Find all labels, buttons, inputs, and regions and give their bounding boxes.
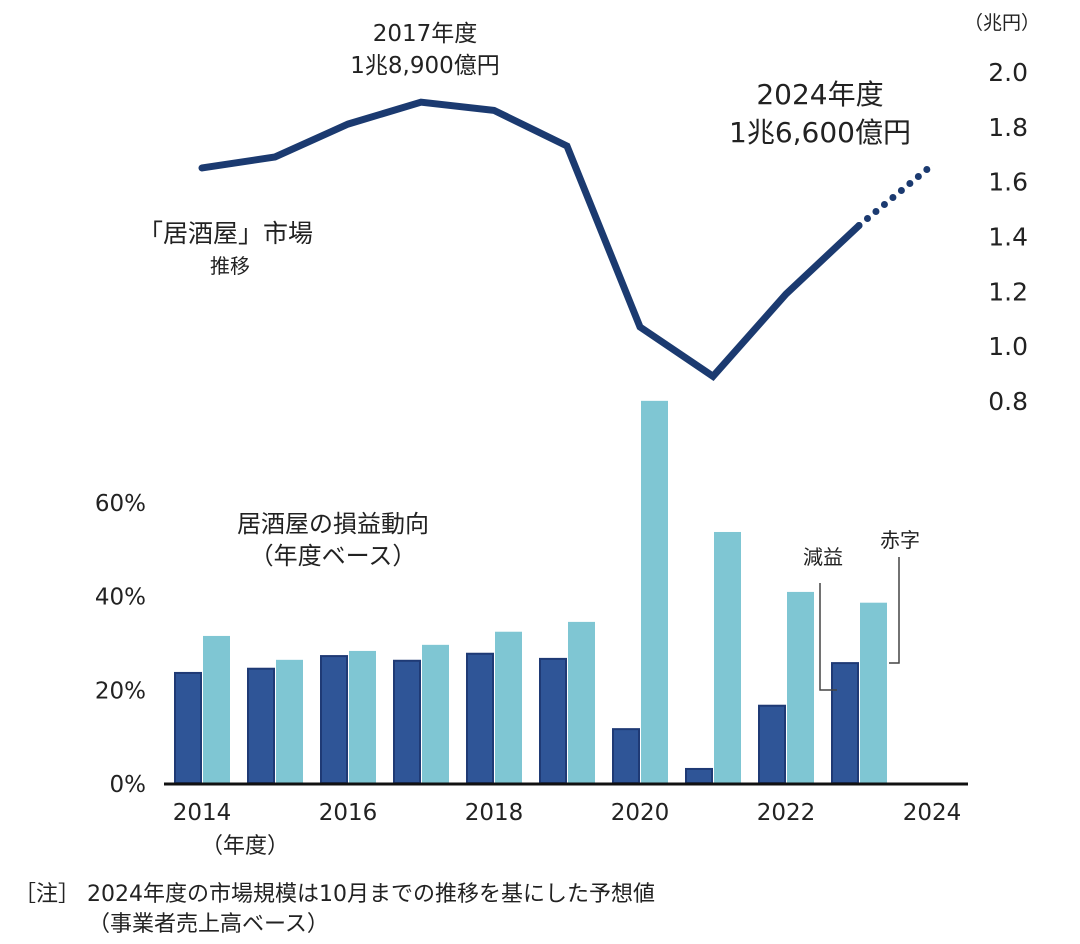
footnote-line-2: （事業者売上高ベース） xyxy=(88,912,329,937)
x-axis-ticks: 2014 2016 2018 2020 2022 2024 xyxy=(173,800,962,826)
profit-y-tick-label: 20% xyxy=(95,678,146,704)
bar-deficit-2020 xyxy=(641,400,668,783)
market-y-tick-label: 1.2 xyxy=(988,277,1028,306)
market-line-projected xyxy=(855,161,936,230)
market-y-tick-label: 1.8 xyxy=(988,113,1028,142)
footnote-line-1: ［注］ 2024年度の市場規模は10月までの推移を基にした予想値 xyxy=(14,882,655,907)
bar-deficit-2015 xyxy=(276,659,303,783)
market-y-tick-label: 1.0 xyxy=(988,332,1028,361)
market-line-series xyxy=(198,98,936,381)
annotation-2024-value: 1兆6,600億円 xyxy=(729,116,911,149)
annotation-2017: 2017年度 1兆8,900億円 xyxy=(330,18,520,82)
connector-decline xyxy=(819,583,837,691)
x-tick-label: 2020 xyxy=(611,800,670,826)
x-tick-label: 2016 xyxy=(319,800,378,826)
market-y-tick-label: 0.8 xyxy=(988,387,1028,416)
legend-connectors xyxy=(819,557,900,691)
legend-label-decline: 減益 xyxy=(803,545,843,569)
bar-deficit-2017 xyxy=(422,644,449,783)
connector-deficit xyxy=(889,557,900,664)
profit-y-tick-label: 60% xyxy=(95,491,146,517)
bar-decline-2017 xyxy=(393,659,421,785)
market-y-axis: 2.0 1.8 1.6 1.4 1.2 1.0 0.8 xyxy=(988,58,1028,416)
profit-chart-title-block: 居酒屋の損益動向 （年度ベース） xyxy=(218,508,448,572)
profit-bars xyxy=(174,400,887,785)
x-axis-unit: （年度） xyxy=(201,834,290,859)
annotation-2024: 2024年度 1兆6,600億円 xyxy=(700,76,940,152)
market-chart-subtitle: 推移 xyxy=(210,254,250,278)
bar-decline-2021 xyxy=(685,767,713,785)
bar-deficit-2016 xyxy=(349,650,376,783)
bar-decline-2016 xyxy=(320,655,348,784)
bar-decline-2019 xyxy=(539,657,567,784)
bar-deficit-2018 xyxy=(495,631,522,783)
bar-decline-2015 xyxy=(247,667,275,785)
bar-decline-2018 xyxy=(466,652,494,784)
profit-y-tick-label: 0% xyxy=(110,772,147,798)
market-y-tick-label: 1.4 xyxy=(988,223,1028,252)
bar-deficit-2014 xyxy=(203,635,230,783)
market-line-actual xyxy=(198,98,863,381)
bar-deficit-2022 xyxy=(787,591,814,783)
x-tick-label: 2014 xyxy=(173,800,232,826)
x-tick-label: 2018 xyxy=(465,800,524,826)
bar-decline-2022 xyxy=(758,704,786,784)
bar-deficit-2021 xyxy=(714,531,741,783)
bar-decline-2023 xyxy=(831,662,859,785)
legend-label-deficit: 赤字 xyxy=(880,528,920,552)
profit-chart-subtitle: （年度ベース） xyxy=(249,542,417,570)
bar-deficit-2023 xyxy=(860,602,887,783)
annotation-2024-year: 2024年度 xyxy=(756,78,884,111)
profit-y-axis: 60% 40% 20% 0% xyxy=(95,491,146,798)
bar-deficit-2019 xyxy=(568,621,595,783)
annotation-2017-year: 2017年度 xyxy=(372,21,478,47)
annotation-2017-value: 1兆8,900億円 xyxy=(350,53,500,79)
x-tick-label: 2022 xyxy=(757,800,816,826)
profit-chart-title: 居酒屋の損益動向 xyxy=(237,510,429,538)
bar-decline-2014 xyxy=(174,671,202,784)
market-y-unit: （兆円） xyxy=(964,12,1041,34)
market-y-tick-label: 1.6 xyxy=(988,168,1028,197)
x-tick-label: 2024 xyxy=(903,800,962,826)
bar-decline-2020 xyxy=(612,728,640,784)
profit-y-tick-label: 40% xyxy=(95,585,146,611)
market-y-tick-label: 2.0 xyxy=(988,58,1028,87)
market-chart-title: 「居酒屋」市場 xyxy=(138,219,314,248)
